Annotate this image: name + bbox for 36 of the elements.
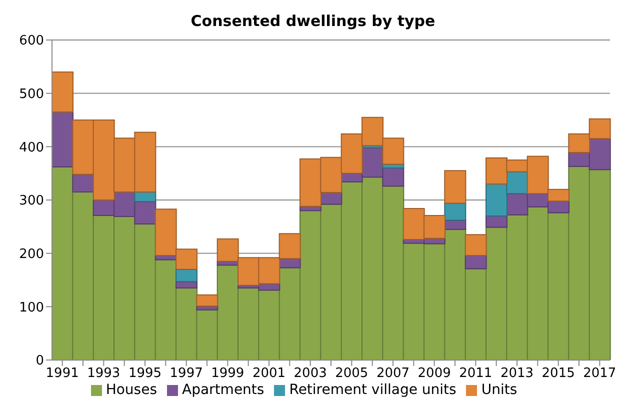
x-tick-label: 1995 (128, 366, 162, 382)
y-tick-label: 100 (19, 300, 44, 316)
bar (176, 268, 198, 282)
x-tick-label: 2003 (294, 366, 327, 382)
x-tick-label: 2007 (376, 366, 410, 382)
x-tick-label: 2005 (335, 366, 368, 382)
x-tick-label: 2009 (418, 366, 451, 382)
bar (444, 202, 466, 221)
x-tick-label: 2001 (252, 366, 286, 382)
x-tick-label: 1993 (87, 366, 120, 382)
legend-label: Apartments (182, 382, 264, 398)
y-tick-label: 600 (19, 34, 44, 49)
y-tick-label: 0 (36, 354, 44, 369)
x-tick-label: 2015 (542, 366, 575, 382)
x-tick-label: 2011 (459, 366, 492, 382)
x-tick-label: 1997 (170, 366, 203, 382)
legend-label: Retirement village units (289, 382, 456, 398)
bar (134, 192, 156, 202)
y-tick-label: 200 (19, 246, 44, 262)
x-tick-label: 1999 (211, 366, 244, 382)
y-tick-label: 500 (19, 86, 44, 102)
bar (486, 216, 508, 228)
chart-title: Consented dwellings by type (190, 11, 436, 32)
x-tick-label: 2017 (583, 366, 616, 382)
bar (52, 72, 74, 112)
bar (444, 170, 466, 204)
legend-label: Houses (106, 382, 158, 398)
y-tick-label: 400 (19, 140, 44, 156)
bar (464, 254, 487, 270)
x-tick-label: 1991 (46, 366, 79, 382)
x-tick-label: 2013 (500, 366, 534, 382)
legend-label: Units (481, 382, 518, 398)
bar (464, 234, 487, 256)
bar (72, 174, 94, 192)
y-tick-label: 300 (19, 194, 44, 209)
bar (196, 294, 218, 307)
